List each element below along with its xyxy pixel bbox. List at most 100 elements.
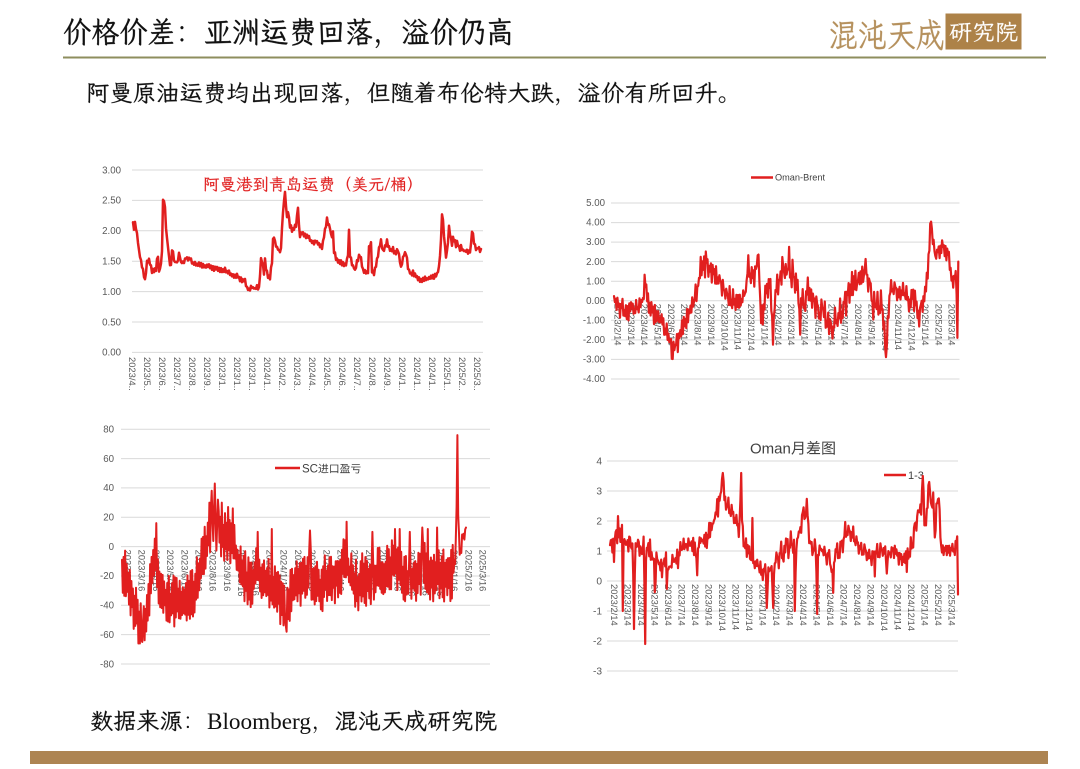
svg-text:2: 2 [596, 516, 602, 527]
svg-text:-40: -40 [100, 601, 115, 612]
svg-text:80: 80 [103, 425, 114, 436]
svg-text:2024/1..: 2024/1.. [397, 357, 408, 391]
svg-text:2025/1/14: 2025/1/14 [920, 584, 931, 626]
svg-text:2023/3/14: 2023/3/14 [626, 304, 637, 346]
svg-text:4.00: 4.00 [586, 218, 605, 229]
svg-text:2023/2/14: 2023/2/14 [609, 584, 620, 626]
svg-text:60: 60 [103, 454, 114, 465]
svg-text:Oman-Brent: Oman-Brent [775, 173, 825, 183]
svg-text:-20: -20 [100, 571, 115, 582]
svg-text:3: 3 [596, 486, 602, 497]
svg-text:2025/1..: 2025/1.. [442, 357, 453, 391]
svg-text:2024/9..: 2024/9.. [382, 357, 393, 391]
svg-text:2023/11/14: 2023/11/14 [733, 304, 744, 350]
svg-text:2024/1..: 2024/1.. [262, 357, 273, 391]
svg-text:5.00: 5.00 [586, 198, 605, 209]
svg-text:2023/1..: 2023/1.. [247, 357, 258, 391]
svg-text:2025/1/14: 2025/1/14 [920, 304, 931, 346]
svg-text:2025/3/14: 2025/3/14 [947, 304, 958, 346]
svg-text:2023/5..: 2023/5.. [142, 357, 153, 391]
svg-text:2025/2/14: 2025/2/14 [933, 304, 944, 346]
svg-text:3.00: 3.00 [586, 237, 605, 248]
svg-text:-3.00: -3.00 [583, 355, 606, 366]
svg-text:2024/2/14: 2024/2/14 [771, 584, 782, 626]
svg-text:2025/2/14: 2025/2/14 [933, 584, 944, 626]
svg-text:0.50: 0.50 [102, 317, 121, 328]
svg-text:2024/1..: 2024/1.. [427, 357, 438, 391]
svg-text:2023/8..: 2023/8.. [187, 357, 198, 391]
svg-text:2023/12/16: 2023/12/16 [265, 550, 276, 597]
svg-text:2024/4..: 2024/4.. [307, 357, 318, 391]
svg-text:2024/11/14: 2024/11/14 [893, 584, 904, 630]
svg-text:2024/1..: 2024/1.. [412, 357, 423, 391]
svg-text:2025/3/14: 2025/3/14 [947, 584, 958, 626]
svg-text:1: 1 [596, 546, 602, 557]
svg-text:2023/12/14: 2023/12/14 [744, 584, 755, 631]
svg-text:-1: -1 [593, 606, 602, 617]
svg-text:2025/3/16: 2025/3/16 [478, 550, 489, 592]
svg-text:2024/2..: 2024/2.. [277, 357, 288, 391]
svg-text:2023/9..: 2023/9.. [202, 357, 213, 391]
svg-text:Oman: Oman [750, 441, 791, 458]
svg-text:1.50: 1.50 [102, 257, 121, 268]
svg-text:2024/7..: 2024/7.. [352, 357, 363, 391]
svg-text:0.00: 0.00 [586, 296, 605, 307]
svg-text:0: 0 [109, 542, 115, 553]
svg-text:2025/3..: 2025/3.. [472, 357, 483, 391]
svg-text:2023/4..: 2023/4.. [127, 357, 138, 391]
svg-text:2024/5/14: 2024/5/14 [813, 304, 824, 346]
svg-text:2024/1/14: 2024/1/14 [760, 304, 771, 346]
svg-text:2023/9/16: 2023/9/16 [222, 550, 233, 592]
svg-text:-80: -80 [100, 659, 115, 670]
svg-text:2023/10/14: 2023/10/14 [717, 584, 728, 631]
svg-text:2024/7/14: 2024/7/14 [839, 584, 850, 626]
svg-text:2023/11/14: 2023/11/14 [731, 584, 742, 630]
svg-text:2024/9/14: 2024/9/14 [866, 584, 877, 626]
svg-text:-4.00: -4.00 [583, 374, 606, 385]
svg-text:2023/3/14: 2023/3/14 [623, 584, 634, 626]
svg-text:2024/1/14: 2024/1/14 [758, 584, 769, 626]
svg-text:2023/6/14: 2023/6/14 [663, 584, 674, 626]
svg-text:-1.00: -1.00 [583, 315, 606, 326]
svg-text:2023/8/14: 2023/8/14 [690, 584, 701, 626]
svg-text:2023/6..: 2023/6.. [157, 357, 168, 391]
svg-text:2024/1/16: 2024/1/16 [279, 550, 290, 592]
svg-text:2023/9/14: 2023/9/14 [706, 304, 717, 346]
svg-text:2023/9/14: 2023/9/14 [704, 584, 715, 626]
svg-text:2023/4/14: 2023/4/14 [639, 304, 650, 346]
svg-text:2023/1..: 2023/1.. [232, 357, 243, 391]
svg-text:2.00: 2.00 [102, 226, 121, 237]
svg-text:2023/12/14: 2023/12/14 [746, 304, 757, 351]
svg-text:2025/2..: 2025/2.. [457, 357, 468, 391]
svg-text:0.00: 0.00 [102, 348, 121, 359]
svg-text:2.50: 2.50 [102, 196, 121, 207]
svg-text:2024/2/14: 2024/2/14 [773, 304, 784, 346]
svg-text:1.00: 1.00 [586, 276, 605, 287]
svg-text:-3: -3 [593, 666, 602, 677]
svg-text:2024/3..: 2024/3.. [292, 357, 303, 391]
svg-text:2023/10/14: 2023/10/14 [719, 304, 730, 351]
svg-text:2023/7/14: 2023/7/14 [677, 584, 688, 626]
svg-text:2024/7/14: 2024/7/14 [840, 304, 851, 346]
svg-text:20: 20 [103, 513, 114, 524]
svg-text:2024/4/14: 2024/4/14 [798, 584, 809, 626]
svg-text:2023/2/14: 2023/2/14 [612, 304, 623, 346]
svg-text:2023/4/14: 2023/4/14 [636, 584, 647, 626]
svg-text:2023/5/16: 2023/5/16 [165, 550, 176, 592]
svg-text:40: 40 [103, 483, 114, 494]
svg-text:2023/5/14: 2023/5/14 [650, 584, 661, 626]
svg-text:2024/8/14: 2024/8/14 [852, 584, 863, 626]
svg-text:2023/3/16: 2023/3/16 [137, 550, 148, 592]
svg-text:4: 4 [596, 456, 602, 467]
svg-text:-2: -2 [593, 636, 602, 647]
svg-text:2024/3/14: 2024/3/14 [786, 304, 797, 346]
svg-text:2023/8/14: 2023/8/14 [693, 304, 704, 346]
svg-text:2023/7..: 2023/7.. [172, 357, 183, 391]
svg-text:1-3: 1-3 [908, 470, 924, 482]
svg-text:2024/12/14: 2024/12/14 [907, 304, 918, 351]
svg-text:2023/2/16: 2023/2/16 [123, 550, 134, 592]
svg-text:-2.00: -2.00 [583, 335, 606, 346]
svg-text:0: 0 [596, 576, 602, 587]
svg-text:-60: -60 [100, 630, 115, 641]
svg-text:2024/4/14: 2024/4/14 [800, 304, 811, 346]
